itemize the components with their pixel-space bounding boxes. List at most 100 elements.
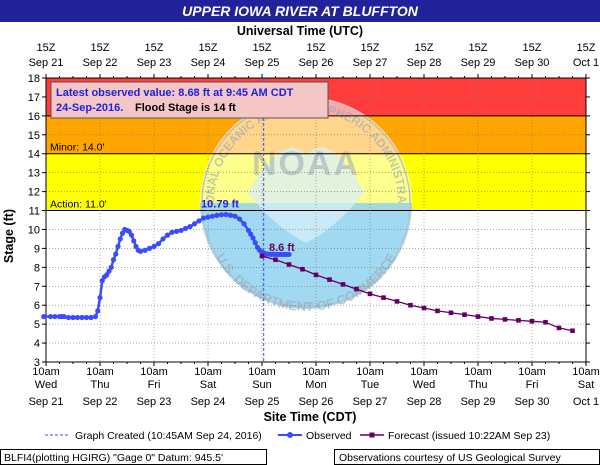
- info-line-2b: Flood Stage is 14 ft: [135, 102, 236, 114]
- forecast-point-2: [286, 262, 292, 267]
- observed-point-57: [248, 231, 254, 237]
- y-tick-label-14: 14: [28, 149, 40, 161]
- observed-point-45: [196, 218, 202, 224]
- observed-point-20: [110, 257, 117, 263]
- observed-point-14: [97, 295, 103, 301]
- observed-point-37: [160, 236, 166, 242]
- observed-point-24: [119, 230, 126, 236]
- observed-point-28: [128, 232, 135, 238]
- forecast-point-14: [448, 310, 454, 316]
- forecast-point-21: [543, 319, 548, 325]
- top-tick-label-time-5: 15Z: [307, 42, 326, 54]
- observed-point-55: [241, 221, 247, 227]
- top-tick-label-date-4: Sep 25: [245, 57, 280, 69]
- forecast-point-4: [313, 272, 319, 278]
- top-tick-label-date-3: Sep 24: [191, 57, 226, 69]
- forecast-point-16: [475, 314, 481, 319]
- x-tick-label-date-3: Sep 24: [191, 396, 226, 408]
- y-tick-label-11: 11: [29, 206, 40, 218]
- observed-point-30: [133, 243, 139, 250]
- forecast-point-10: [394, 299, 400, 304]
- observed-point-35: [151, 243, 157, 250]
- x-tick-label-day-10: Sat: [578, 379, 595, 391]
- observed-point-53: [232, 213, 238, 219]
- forecast-point-9: [381, 295, 386, 300]
- x-tick-label-time-9: 10am: [518, 366, 546, 378]
- observed-point-38: [164, 232, 171, 238]
- observed-point-43: [187, 224, 193, 230]
- y-tick-label-17: 17: [28, 92, 40, 104]
- x-tick-label-day-0: Wed: [35, 379, 57, 391]
- x-tick-label-date-9: Sep 30: [515, 396, 550, 408]
- top-tick-label-date-7: Sep 28: [407, 57, 442, 69]
- forecast-point-23: [570, 328, 575, 334]
- forecast-point-1: [273, 257, 278, 263]
- observed-point-13: [95, 308, 101, 314]
- observed-point-10: [83, 314, 90, 321]
- observed-point-36: [155, 241, 162, 247]
- top-tick-label-time-7: 15Z: [415, 42, 434, 54]
- chart-title: UPPER IOWA RIVER AT BLUFFTON: [182, 3, 419, 19]
- forecast-point-6: [340, 282, 346, 287]
- observed-point-22: [115, 243, 121, 250]
- y-axis-title: Stage (ft): [2, 209, 16, 263]
- x-tick-label-time-0: 10am: [32, 366, 60, 378]
- top-tick-label-time-10: 15Z: [577, 42, 596, 54]
- y-tick-label-12: 12: [28, 187, 40, 199]
- legend-observed-label: Observed: [306, 430, 352, 442]
- x-tick-label-day-6: Tue: [361, 379, 380, 391]
- x-tick-label-day-1: Thu: [91, 379, 110, 391]
- info-box: Latest observed value: 8.68 ft at 9:45 A…: [50, 81, 329, 119]
- top-tick-label-date-10: Oct 1: [573, 57, 599, 69]
- y-tick-label-16: 16: [28, 111, 40, 123]
- observed-point-44: [191, 221, 198, 227]
- observed-point-33: [142, 247, 148, 253]
- observed-point-6: [65, 314, 72, 321]
- forecast-point-11: [408, 302, 413, 308]
- y-tick-label-8: 8: [34, 262, 40, 274]
- legend-forecast-label: Forecast (issued 10:22AM Sep 23): [388, 430, 550, 442]
- top-tick-label-date-6: Sep 27: [353, 57, 388, 69]
- observed-point-49: [214, 212, 220, 218]
- forecast-point-13: [435, 308, 440, 314]
- forecast-point-5: [327, 277, 332, 282]
- info-line-1: Latest observed value: 8.68 ft at 9:45 A…: [56, 87, 294, 99]
- current-value-label: 8.6 ft: [269, 242, 295, 254]
- noaa-logo-bird: [247, 147, 365, 243]
- legend: Graph Created (10:45AM Sep 24, 2016) Obs…: [45, 430, 550, 442]
- observed-point-58: [250, 235, 256, 241]
- top-axis-title: Universal Time (UTC): [237, 24, 363, 38]
- observed-point-11: [88, 314, 94, 321]
- observed-point-9: [79, 314, 85, 321]
- top-tick-label-date-2: Sep 23: [137, 57, 172, 69]
- x-tick-label-date-4: Sep 25: [245, 396, 280, 408]
- top-tick-label-time-8: 15Z: [469, 42, 488, 54]
- peak-label: 10.79 ft: [201, 199, 239, 211]
- x-tick-label-date-0: Sep 21: [29, 396, 64, 408]
- top-tick-label-time-3: 15Z: [199, 42, 218, 54]
- observed-point-52: [227, 212, 234, 218]
- forecast-point-0: [259, 253, 265, 259]
- forecast-point-12: [421, 305, 427, 311]
- x-tick-label-time-8: 10am: [464, 366, 492, 378]
- top-tick-label-date-1: Sep 22: [83, 57, 118, 69]
- observed-point-19: [108, 264, 114, 270]
- top-tick-label-time-1: 15Z: [91, 42, 110, 54]
- observed-point-0: [41, 313, 47, 320]
- y-tick-label-15: 15: [28, 130, 40, 142]
- observed-point-74: [286, 251, 292, 258]
- observed-point-48: [209, 213, 216, 219]
- x-tick-label-day-7: Wed: [413, 379, 435, 391]
- x-tick-label-day-9: Fri: [526, 379, 539, 391]
- forecast-point-18: [502, 317, 508, 322]
- observed-point-5: [61, 313, 67, 320]
- legend-forecast-marker: [369, 432, 375, 438]
- observed-point-54: [236, 216, 243, 222]
- x-tick-label-day-2: Fri: [148, 379, 161, 391]
- observed-point-8: [74, 314, 81, 321]
- observed-point-32: [137, 248, 144, 254]
- top-tick-label-time-2: 15Z: [145, 42, 164, 54]
- forecast-point-15: [462, 312, 467, 317]
- y-tick-label-18: 18: [28, 73, 40, 85]
- observed-point-27: [126, 228, 132, 234]
